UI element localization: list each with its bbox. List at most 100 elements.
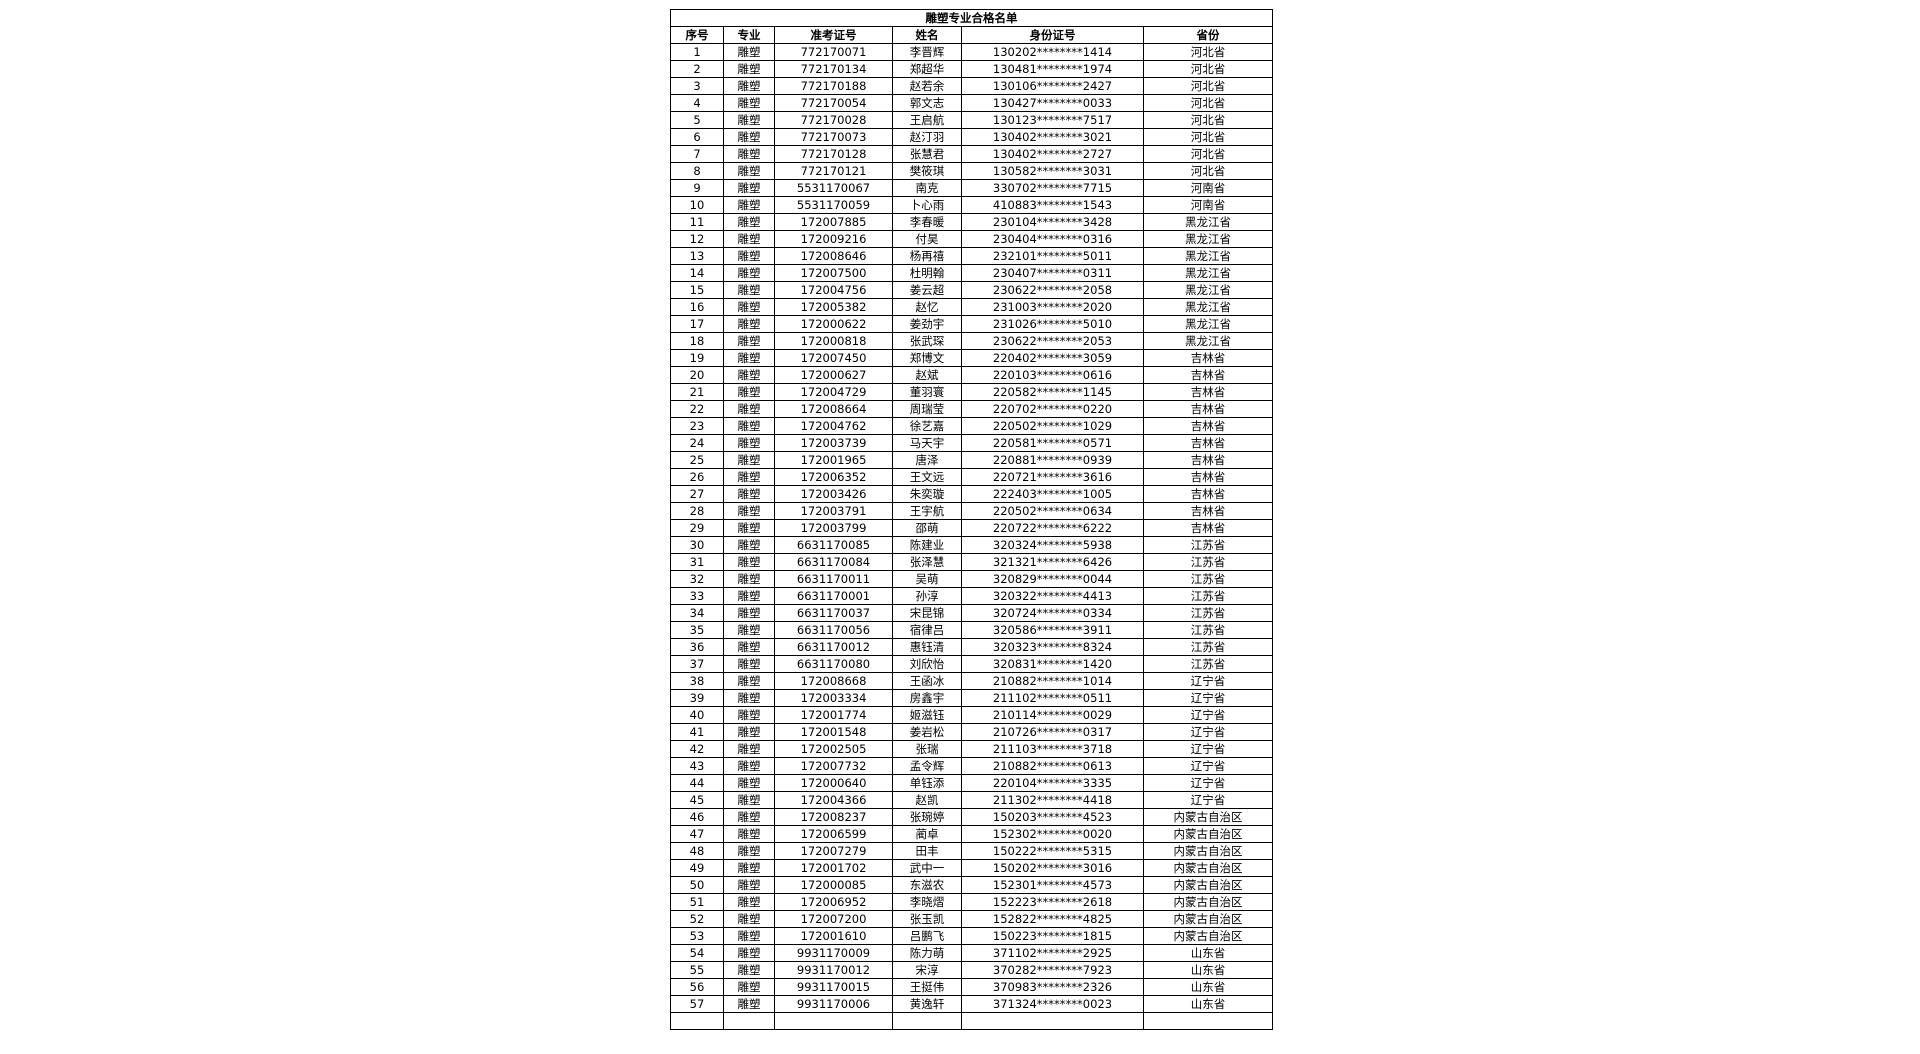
table-cell: 371324********0023 xyxy=(961,995,1144,1013)
table-cell: 9931170015 xyxy=(774,978,893,996)
table-cell: 29 xyxy=(670,519,724,537)
table-cell: 李春暖 xyxy=(892,213,962,231)
table-cell: 34 xyxy=(670,604,724,622)
table-cell: 9931170006 xyxy=(774,995,893,1013)
table-cell: 370983********2326 xyxy=(961,978,1144,996)
table-row: 54 雕塑 9931170009 陈力萌 371102********2925 山东省 xyxy=(670,944,1273,962)
table-cell: 雕塑 xyxy=(723,468,775,486)
table-cell: 150203********4523 xyxy=(961,808,1144,826)
table-cell: 河北省 xyxy=(1143,111,1273,129)
empty-cell xyxy=(723,1012,775,1030)
column-header: 姓名 xyxy=(892,26,962,44)
table-cell: 雕塑 xyxy=(723,876,775,894)
table-cell: 6631170012 xyxy=(774,638,893,656)
table-cell: 黑龙江省 xyxy=(1143,298,1273,316)
table-cell: 26 xyxy=(670,468,724,486)
table-cell: 320724********0334 xyxy=(961,604,1144,622)
table-cell: 33 xyxy=(670,587,724,605)
table-cell: 黑龙江省 xyxy=(1143,213,1273,231)
table-cell: 50 xyxy=(670,876,724,894)
table-cell: 31 xyxy=(670,553,724,571)
table-cell: 吴萌 xyxy=(892,570,962,588)
table-cell: 河北省 xyxy=(1143,77,1273,95)
table-cell: 172000640 xyxy=(774,774,893,792)
table-cell: 152223********2618 xyxy=(961,893,1144,911)
table-cell: 雕塑 xyxy=(723,706,775,724)
table-row: 30 雕塑 6631170085 陈建业 320324********5938 江苏省 xyxy=(670,536,1273,554)
table-cell: 370282********7923 xyxy=(961,961,1144,979)
table-cell: 5531170067 xyxy=(774,179,893,197)
table-row: 39 雕塑 172003334 房鑫宇 211102********0511 辽宁省 xyxy=(670,689,1273,707)
table-cell: 江苏省 xyxy=(1143,621,1273,639)
table-row: 7 雕塑 772170128 张慧君 130402********2727 河北省 xyxy=(670,145,1273,163)
table-cell: 雕塑 xyxy=(723,672,775,690)
table-row: 1 雕塑 772170071 李晋辉 130202********1414 河北省 xyxy=(670,43,1273,61)
table-cell: 雕塑 xyxy=(723,366,775,384)
table-row: 18 雕塑 172000818 张武琛 230622********2053 黑龙江省 xyxy=(670,332,1273,350)
table-row: 45 雕塑 172004366 赵凯 211302********4418 辽宁省 xyxy=(670,791,1273,809)
table-cell: 雕塑 xyxy=(723,536,775,554)
table-cell: 772170128 xyxy=(774,145,893,163)
table-cell: 211302********4418 xyxy=(961,791,1144,809)
table-cell: 220104********3335 xyxy=(961,774,1144,792)
table-row: 42 雕塑 172002505 张瑞 211103********3718 辽宁省 xyxy=(670,740,1273,758)
table-cell: 230404********0316 xyxy=(961,230,1144,248)
table-cell: 231026********5010 xyxy=(961,315,1144,333)
table-row: 27 雕塑 172003426 朱奕璇 222403********1005 吉林省 xyxy=(670,485,1273,503)
table-cell: 6 xyxy=(670,128,724,146)
table-cell: 卜心雨 xyxy=(892,196,962,214)
table-cell: 董羽寰 xyxy=(892,383,962,401)
table-cell: 雕塑 xyxy=(723,519,775,537)
table-row: 44 雕塑 172000640 单钰添 220104********3335 辽宁省 xyxy=(670,774,1273,792)
table-cell: 内蒙古自治区 xyxy=(1143,808,1273,826)
table-cell: 雕塑 xyxy=(723,740,775,758)
header-row: 序号 专业 准考证号 姓名 身份证号 省份 xyxy=(670,26,1273,44)
table-cell: 43 xyxy=(670,757,724,775)
table-cell: 130202********1414 xyxy=(961,43,1144,61)
table-cell: 朱奕璇 xyxy=(892,485,962,503)
empty-row xyxy=(670,1012,1273,1030)
table-cell: 辽宁省 xyxy=(1143,757,1273,775)
table-cell: 黄逸轩 xyxy=(892,995,962,1013)
table-cell: 雕塑 xyxy=(723,961,775,979)
table-cell: 雕塑 xyxy=(723,604,775,622)
table-cell: 河北省 xyxy=(1143,145,1273,163)
table-cell: 20 xyxy=(670,366,724,384)
table-cell: 1 xyxy=(670,43,724,61)
table-cell: 雕塑 xyxy=(723,655,775,673)
table-cell: 320831********1420 xyxy=(961,655,1144,673)
table-cell: 130481********1974 xyxy=(961,60,1144,78)
table-cell: 150222********5315 xyxy=(961,842,1144,860)
table-cell: 唐泽 xyxy=(892,451,962,469)
table-cell: 王文远 xyxy=(892,468,962,486)
table-cell: 152822********4825 xyxy=(961,910,1144,928)
table-row: 23 雕塑 172004762 徐艺嘉 220502********1029 吉林省 xyxy=(670,417,1273,435)
table-cell: 18 xyxy=(670,332,724,350)
table-cell: 雕塑 xyxy=(723,196,775,214)
table-cell: 32 xyxy=(670,570,724,588)
table-cell: 雕塑 xyxy=(723,247,775,265)
table-cell: 211103********3718 xyxy=(961,740,1144,758)
table-row: 36 雕塑 6631170012 惠钰清 320323********8324 江苏省 xyxy=(670,638,1273,656)
table-cell: 172007732 xyxy=(774,757,893,775)
table-cell: 辽宁省 xyxy=(1143,774,1273,792)
table-cell: 210882********1014 xyxy=(961,672,1144,690)
table-cell: 25 xyxy=(670,451,724,469)
table-cell: 172008664 xyxy=(774,400,893,418)
table-row: 57 雕塑 9931170006 黄逸轩 371324********0023 山东省 xyxy=(670,995,1273,1013)
table-row: 52 雕塑 172007200 张玉凯 152822********4825 内蒙古自治区 xyxy=(670,910,1273,928)
table-cell: 41 xyxy=(670,723,724,741)
table-cell: 5531170059 xyxy=(774,196,893,214)
table-cell: 8 xyxy=(670,162,724,180)
table-cell: 172001548 xyxy=(774,723,893,741)
table-cell: 4 xyxy=(670,94,724,112)
table-cell: 2 xyxy=(670,60,724,78)
table-cell: 28 xyxy=(670,502,724,520)
table-cell: 220502********1029 xyxy=(961,417,1144,435)
table-cell: 内蒙古自治区 xyxy=(1143,842,1273,860)
table-cell: 雕塑 xyxy=(723,349,775,367)
table-cell: 46 xyxy=(670,808,724,826)
table-cell: 姜劲宇 xyxy=(892,315,962,333)
table-cell: 王宇航 xyxy=(892,502,962,520)
table-cell: 王启航 xyxy=(892,111,962,129)
